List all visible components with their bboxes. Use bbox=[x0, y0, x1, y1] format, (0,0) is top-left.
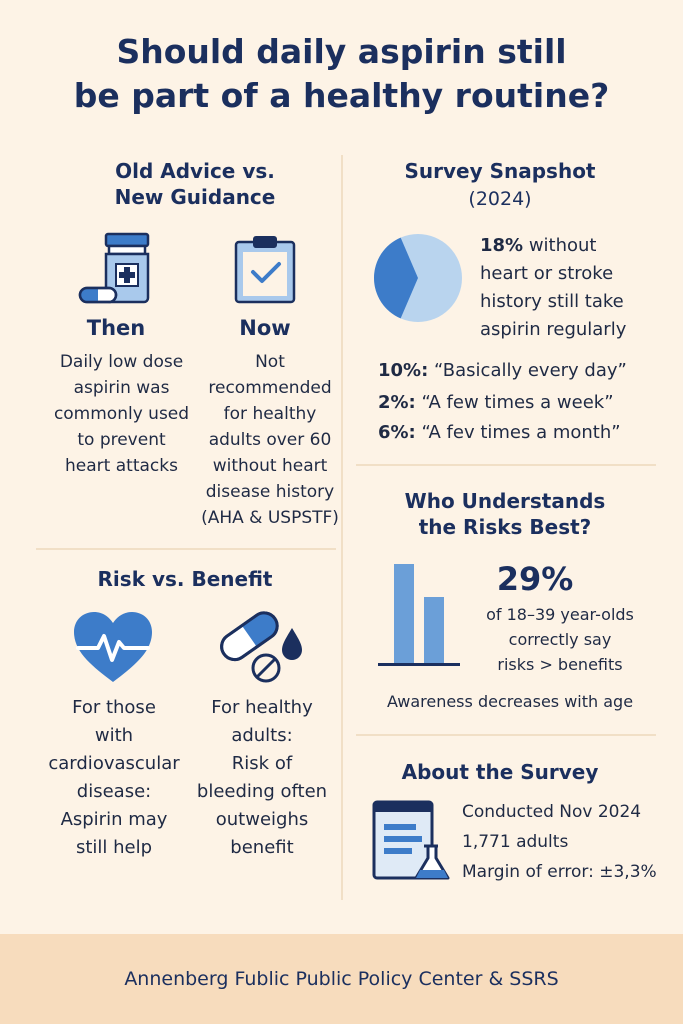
title-line-2: be part of a healthy routine? bbox=[73, 76, 610, 115]
clipboard-check-icon bbox=[234, 236, 296, 304]
now-line: recommended bbox=[208, 378, 332, 398]
now-line: for healthy bbox=[223, 404, 317, 424]
now-text: Not recommended for healthy adults over … bbox=[196, 349, 344, 531]
stat-text: “A few times a week” bbox=[415, 392, 614, 413]
stat-pct: 6%: bbox=[378, 422, 416, 443]
footer: Annenberg Fublic Public Policy Center & … bbox=[0, 934, 683, 1024]
risk-right-line: Risk of bbox=[231, 753, 293, 774]
now-label: Now bbox=[239, 316, 291, 340]
understands-heading: Who Understands the Risks Best? bbox=[360, 488, 650, 540]
risk-left-line: with bbox=[94, 725, 134, 746]
pill-no-blood-icon bbox=[220, 611, 302, 683]
then-line: to prevent bbox=[77, 430, 166, 450]
pie-caption: 18% without heart or stroke history stil… bbox=[480, 232, 670, 344]
risk-left-line: cardiovascular bbox=[48, 753, 180, 774]
stat-row: 6%: “A fev times a month” bbox=[378, 420, 621, 446]
pie-caption-rest: without bbox=[523, 235, 597, 256]
risk-right-line: For healthy bbox=[211, 697, 313, 718]
now-line: adults over 60 bbox=[208, 430, 332, 450]
document-flask-icon bbox=[372, 800, 450, 880]
risk-right-line: adults: bbox=[231, 725, 293, 746]
then-label: Then bbox=[86, 316, 146, 340]
now-line: disease history bbox=[205, 482, 335, 502]
left-divider bbox=[36, 548, 336, 550]
title-line-1: Should daily aspirin still bbox=[116, 32, 567, 71]
risk-left-text: For those with cardiovascular disease: A… bbox=[34, 694, 194, 862]
awareness-note: Awareness decreases with age bbox=[386, 692, 634, 711]
about-line: Margin of error: ±3,3% bbox=[462, 862, 657, 882]
icon-bar bbox=[394, 564, 414, 664]
stat-text: “Basically every day” bbox=[428, 360, 627, 381]
pill-bottle-icon bbox=[78, 232, 150, 304]
understands-heading-line2: the Risks Best? bbox=[418, 515, 592, 539]
survey-snapshot-heading: Survey Snapshot bbox=[404, 159, 596, 183]
then-line: aspirin was bbox=[73, 378, 170, 398]
right-divider-2 bbox=[356, 734, 656, 736]
survey-year: (2024) bbox=[468, 188, 532, 210]
old-new-heading: Old Advice vs. New Guidance bbox=[60, 158, 330, 210]
understands-heading-line1: Who Understands bbox=[404, 489, 606, 513]
bar-chart-icon bbox=[378, 564, 460, 666]
understands-line: risks > benefits bbox=[497, 655, 623, 674]
risk-right-text: For healthy adults: Risk of bleeding oft… bbox=[192, 694, 332, 862]
understands-line: of 18–39 year-olds bbox=[486, 605, 634, 624]
understands-text: of 18–39 year-olds correctly say risks >… bbox=[470, 602, 650, 677]
stat-row: 2%: “A few times a week” bbox=[378, 390, 614, 416]
stat-row: 10%: “Basically every day” bbox=[378, 358, 627, 384]
risk-left-line: still help bbox=[75, 837, 153, 858]
pie-caption-line: heart or stroke bbox=[480, 263, 614, 284]
vertical-divider bbox=[341, 155, 343, 900]
icon-bar bbox=[424, 597, 444, 664]
stat-text: “A fev times a month” bbox=[415, 422, 621, 443]
old-new-heading-line1: Old Advice vs. bbox=[115, 159, 275, 183]
risk-left-line: Aspirin may bbox=[60, 809, 168, 830]
pie-caption-line: history still take bbox=[480, 291, 624, 312]
icon-baseline bbox=[378, 663, 460, 666]
heart-pulse-icon bbox=[74, 612, 152, 682]
now-line: (AHA & USPSTF) bbox=[201, 508, 339, 528]
pie-slice-highlight bbox=[374, 237, 418, 319]
now-line: without heart bbox=[212, 456, 328, 476]
understands-line: correctly say bbox=[508, 630, 612, 649]
pie-caption-first: 18% without bbox=[480, 232, 670, 260]
stat-pct: 2%: bbox=[378, 392, 416, 413]
risk-right-line: bleeding often bbox=[196, 781, 328, 802]
right-divider-1 bbox=[356, 464, 656, 466]
about-heading: About the Survey bbox=[401, 760, 599, 784]
then-line: heart attacks bbox=[65, 456, 178, 476]
risk-benefit-heading: Risk vs. Benefit bbox=[97, 567, 273, 591]
then-text: Daily low dose aspirin was commonly used… bbox=[44, 349, 199, 479]
about-line: 1,771 adults bbox=[462, 832, 569, 852]
then-line: commonly used bbox=[53, 404, 190, 424]
risk-right-line: outweighs bbox=[215, 809, 309, 830]
now-line: Not bbox=[255, 352, 285, 372]
old-new-heading-line2: New Guidance bbox=[114, 185, 276, 209]
risk-left-line: disease: bbox=[76, 781, 152, 802]
pie-caption-line: aspirin regularly bbox=[480, 319, 627, 340]
risk-right-line: benefit bbox=[230, 837, 294, 858]
understands-big-pct: 29% bbox=[496, 560, 574, 598]
about-line: Conducted Nov 2024 bbox=[462, 802, 642, 822]
pie-chart-icon bbox=[374, 234, 462, 322]
pie-pct: 18% bbox=[480, 235, 524, 256]
page-title: Should daily aspirin still be part of a … bbox=[0, 30, 683, 118]
stat-pct: 10%: bbox=[378, 360, 429, 381]
then-line: Daily low dose bbox=[59, 352, 184, 372]
risk-left-line: For those bbox=[72, 697, 156, 718]
